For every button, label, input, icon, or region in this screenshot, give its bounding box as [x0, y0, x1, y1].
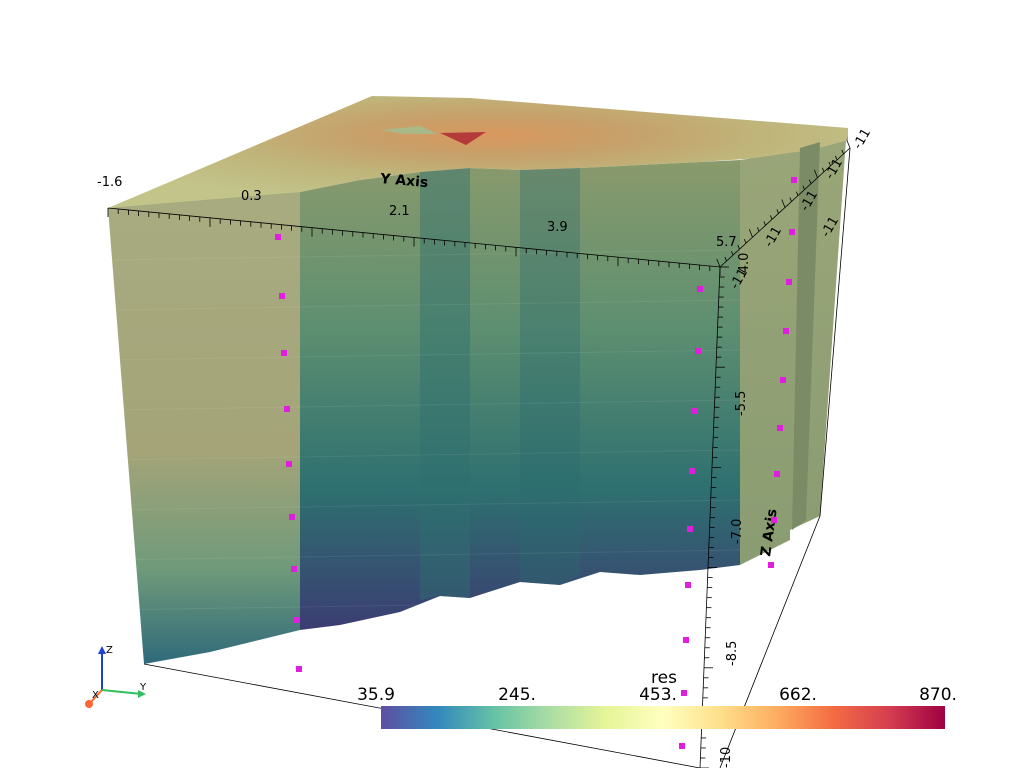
point-marker — [284, 406, 290, 412]
mesh-front-face — [300, 160, 740, 630]
point-markers — [275, 177, 797, 749]
x-axis-tick — [757, 227, 760, 232]
y-tick-label: 5.7 — [716, 235, 737, 250]
x-axis-tick — [781, 199, 786, 208]
x-axis-tick — [716, 258, 721, 268]
x-axis-tick — [737, 245, 740, 250]
z-tick-label: -4.0 — [737, 253, 752, 278]
scalar-bar-tick: 245. — [498, 685, 536, 705]
mesh-top-greenpatch — [380, 126, 438, 134]
point-marker — [275, 234, 281, 240]
scalar-bar-gradient — [381, 706, 945, 729]
point-marker — [687, 526, 693, 532]
point-marker — [768, 562, 774, 568]
orientation-x-arrow-icon — [85, 700, 93, 708]
x-axis-tick — [776, 209, 779, 214]
orientation-widget[interactable]: Z Y X — [85, 645, 147, 708]
point-marker — [780, 377, 786, 383]
point-marker — [296, 666, 302, 672]
point-marker — [789, 229, 795, 235]
x-axis-tick — [789, 197, 792, 202]
y-tick-label: 2.1 — [389, 204, 410, 219]
point-marker — [293, 617, 299, 623]
orientation-y-arrow-icon — [138, 690, 146, 698]
point-marker — [791, 177, 797, 183]
x-axis-tick — [822, 167, 825, 172]
point-marker — [774, 471, 780, 477]
point-marker — [279, 293, 285, 299]
mesh-top-hotspot — [440, 132, 486, 145]
z-tick-label: -10 — [719, 747, 734, 768]
mesh-front-column — [520, 168, 580, 585]
mesh-top-face — [108, 96, 848, 208]
point-marker — [289, 514, 295, 520]
x-axis-tick — [763, 221, 766, 226]
z-tick-label: -8.5 — [725, 641, 740, 666]
x-axis-tick — [770, 215, 773, 220]
x-axis-tick — [724, 256, 727, 262]
z-tick-label: -5.5 — [734, 391, 749, 416]
mesh-left-face — [108, 192, 300, 664]
x-axis-tick — [744, 239, 747, 244]
y-tick-label: 3.9 — [547, 220, 568, 235]
x-axis-tick — [846, 139, 851, 149]
mesh-right-face — [740, 128, 848, 565]
mesh-front-column — [420, 168, 470, 600]
mesh-grid-lines — [107, 249, 741, 611]
scalar-bar-title: res — [651, 668, 677, 688]
x-axis-tick — [748, 229, 753, 238]
point-marker — [679, 743, 685, 749]
point-marker — [697, 286, 703, 292]
point-marker — [695, 348, 701, 354]
point-marker — [681, 690, 687, 696]
y-tick-label: 0.3 — [241, 189, 262, 204]
y-tick-label: -1.6 — [97, 175, 122, 190]
x-axis-tick — [802, 185, 805, 190]
z-tick-label: -7.0 — [730, 519, 745, 544]
x-axis-tick — [841, 149, 844, 155]
orientation-y-axis-icon — [101, 689, 143, 695]
x-tick-label: -11 — [850, 126, 874, 152]
x-axis-tick — [835, 155, 838, 161]
scalar-bar-tick: 662. — [779, 685, 817, 705]
y-axis-ticks — [107, 208, 721, 276]
scalar-bar-tick: 35.9 — [357, 685, 395, 705]
orientation-x-label: X — [92, 690, 99, 701]
x-axis-tick — [809, 179, 812, 184]
point-marker — [786, 279, 792, 285]
point-marker — [286, 461, 292, 467]
point-marker — [692, 408, 698, 414]
y-axis-title: Y Axis — [379, 171, 429, 191]
point-marker — [771, 517, 777, 523]
x-axis-ticks — [716, 139, 851, 268]
point-marker — [683, 637, 689, 643]
scalar-bar: res 35.9 245. 453. 662. 870. — [357, 668, 957, 729]
orientation-z-arrow-icon — [98, 646, 106, 654]
x-axis-tick — [813, 169, 818, 178]
point-marker — [281, 350, 287, 356]
x-axis-tick — [828, 161, 831, 166]
scalar-bar-tick: 870. — [919, 685, 957, 705]
orientation-z-label: Z — [106, 645, 113, 656]
point-marker — [777, 425, 783, 431]
scalar-bar-tick: 453. — [639, 685, 677, 705]
point-marker — [291, 566, 297, 572]
orientation-x-axis-icon — [89, 689, 103, 704]
point-marker — [783, 328, 789, 334]
point-marker — [685, 582, 691, 588]
mesh-right-slab — [792, 142, 820, 530]
x-axis-tick — [796, 191, 799, 196]
mesh-block — [107, 96, 848, 664]
point-marker — [689, 468, 695, 474]
x-axis-tick — [731, 250, 734, 256]
orientation-y-label: Y — [139, 682, 147, 693]
